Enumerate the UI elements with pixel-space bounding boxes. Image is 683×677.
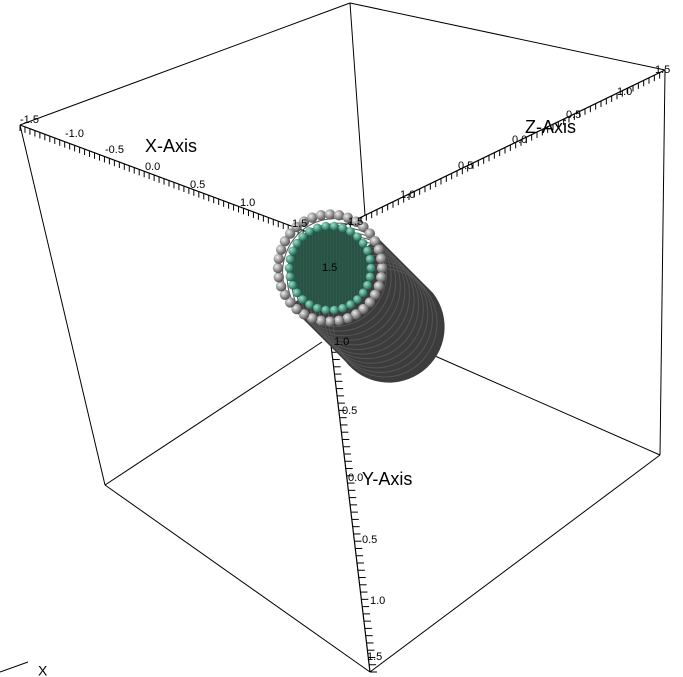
tube-interior <box>288 224 372 312</box>
atom <box>358 221 369 233</box>
x-tick-label: -1.0 <box>65 128 84 140</box>
atom <box>358 303 369 315</box>
atom <box>376 272 387 283</box>
atom <box>298 309 310 320</box>
atom <box>333 210 345 221</box>
atom <box>346 300 355 309</box>
atom <box>376 253 387 264</box>
x-tick-label: 1.5 <box>292 218 307 230</box>
x-tick-label: 0.0 <box>145 161 160 173</box>
labels: X-Axis Y-Axis Z-Axis X -1.5 -1.0 -0.5 0.0 0.… <box>20 64 670 677</box>
atom <box>315 315 327 326</box>
atom <box>346 227 355 236</box>
atom <box>313 223 322 233</box>
y-axis-label: Y-Axis <box>362 469 412 489</box>
atom <box>369 236 381 247</box>
z-tick-label: 0.0 <box>512 134 527 146</box>
atom <box>338 223 347 233</box>
y-tick-label: 1.0 <box>370 595 385 607</box>
z-tick-label: 0.5 <box>566 109 581 121</box>
atom <box>305 300 314 309</box>
atom <box>365 254 375 264</box>
x-tick-label: 0.5 <box>190 179 205 191</box>
z-tick-label: 1.5 <box>655 64 670 76</box>
atom <box>329 305 339 315</box>
atom <box>342 313 353 324</box>
y-tick-label: 1.0 <box>334 336 349 348</box>
atom <box>350 216 362 227</box>
atom <box>365 272 375 282</box>
atom <box>333 315 345 326</box>
z-tick-label: 1.0 <box>617 86 632 98</box>
atom <box>366 263 376 273</box>
atom <box>292 238 302 248</box>
atom <box>315 210 327 221</box>
atom <box>363 246 372 256</box>
atom <box>373 244 385 255</box>
atom <box>284 228 296 239</box>
atom <box>273 272 284 283</box>
atom <box>292 288 302 298</box>
axes <box>19 69 666 673</box>
atom <box>364 228 376 239</box>
y-tick-label: 1.5 <box>322 262 337 274</box>
atom <box>376 262 388 274</box>
atom <box>298 295 307 304</box>
y-tick-label: 0.0 <box>348 472 363 484</box>
atom <box>353 295 362 304</box>
atom <box>275 244 287 255</box>
atom <box>321 221 331 231</box>
atom <box>358 238 368 248</box>
z-axis-label: Z-Axis <box>525 117 576 137</box>
atom <box>288 280 297 290</box>
atom <box>272 262 284 274</box>
x-tick-label: 1.0 <box>240 197 255 209</box>
atom <box>324 209 336 220</box>
atom <box>298 216 310 227</box>
atom <box>369 289 381 300</box>
atom <box>288 246 297 256</box>
atom <box>313 303 322 313</box>
atom <box>275 281 287 292</box>
atom <box>285 272 295 282</box>
atom <box>342 212 353 223</box>
atom <box>298 232 307 241</box>
atom <box>279 289 291 300</box>
tube-ring <box>282 218 388 328</box>
atom <box>307 313 318 324</box>
x-tick-label: -1.5 <box>20 114 39 126</box>
atom <box>353 232 362 241</box>
atom <box>284 297 296 308</box>
x-axis-label: X-Axis <box>145 136 197 156</box>
atom <box>284 263 294 273</box>
z-tick-label: 1.5 <box>348 216 363 228</box>
y-tick-label: 0.5 <box>342 405 357 417</box>
nanotube <box>272 209 445 383</box>
atom <box>285 254 295 264</box>
atom <box>329 221 339 231</box>
atom <box>307 212 318 223</box>
atom <box>350 309 362 320</box>
y-tick-label: 0.5 <box>362 534 377 546</box>
atom <box>358 288 368 298</box>
atom <box>321 305 331 315</box>
atom <box>273 253 284 264</box>
atom <box>291 221 302 233</box>
atom <box>363 280 372 290</box>
atom <box>279 236 291 247</box>
atom <box>305 227 314 236</box>
atom <box>338 303 347 313</box>
x-tick-label: -0.5 <box>105 144 124 156</box>
cube <box>0 2 666 673</box>
y-tick-label: 1.5 <box>367 651 382 663</box>
triad-label: X <box>38 663 48 677</box>
z-tick-label: 0.5 <box>458 160 473 172</box>
atom <box>364 297 376 308</box>
z-tick-label: 1.0 <box>400 189 415 201</box>
atom <box>324 316 336 327</box>
atom <box>291 303 302 315</box>
atom <box>373 281 385 292</box>
